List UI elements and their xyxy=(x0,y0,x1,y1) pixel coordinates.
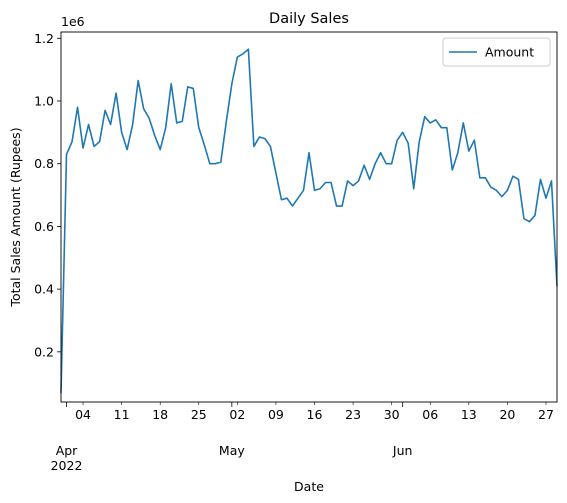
axes-frame xyxy=(60,31,558,403)
y-tick-label: 1.0 xyxy=(34,93,54,108)
x-minor-tick-label: 13 xyxy=(461,407,477,422)
x-minor-tick-label: 25 xyxy=(191,407,207,422)
x-minor-tick-label: 11 xyxy=(114,407,130,422)
x-minor-tick-label: 16 xyxy=(307,407,323,422)
x-minor-tick-label: 30 xyxy=(384,407,400,422)
x-major-tick-label: Jun xyxy=(392,443,413,458)
x-minor-tick-label: 23 xyxy=(345,407,361,422)
y-offset-label: 1e6 xyxy=(61,14,85,29)
y-tick-label: 0.4 xyxy=(34,282,54,297)
y-tick-label: 0.8 xyxy=(34,156,54,171)
x-major-tick-label: Apr xyxy=(56,443,78,458)
plot-area xyxy=(60,48,558,394)
x-minor-tick-label: 09 xyxy=(268,407,284,422)
legend-box xyxy=(442,37,551,67)
x-minor-tick-label: 27 xyxy=(538,407,554,422)
x-minor-tick-label: 18 xyxy=(152,407,168,422)
y-tick-label: 0.6 xyxy=(34,219,54,234)
x-axis-label: Date xyxy=(294,479,324,494)
x-major-tick-label: May xyxy=(219,443,245,458)
y-axis-label: Total Sales Amount (Rupees) xyxy=(8,127,23,307)
series-line-amount xyxy=(60,48,558,394)
y-tick-label: 0.2 xyxy=(34,344,54,359)
x-minor-tick-label: 20 xyxy=(499,407,515,422)
legend: Amount xyxy=(442,37,551,67)
x-minor-tick-label: 04 xyxy=(75,407,91,422)
x-minor-tick-label: 02 xyxy=(229,407,245,422)
x-minor-tick-label: 06 xyxy=(422,407,438,422)
chart-title: Daily Sales xyxy=(269,11,349,27)
y-tick-label: 1.2 xyxy=(34,31,54,46)
legend-entry-amount: Amount xyxy=(485,45,534,60)
x-major-tick-sublabel: 2022 xyxy=(51,458,83,473)
y-axis: 0.2 0.4 0.6 0.8 1.0 1.2 xyxy=(34,31,61,359)
